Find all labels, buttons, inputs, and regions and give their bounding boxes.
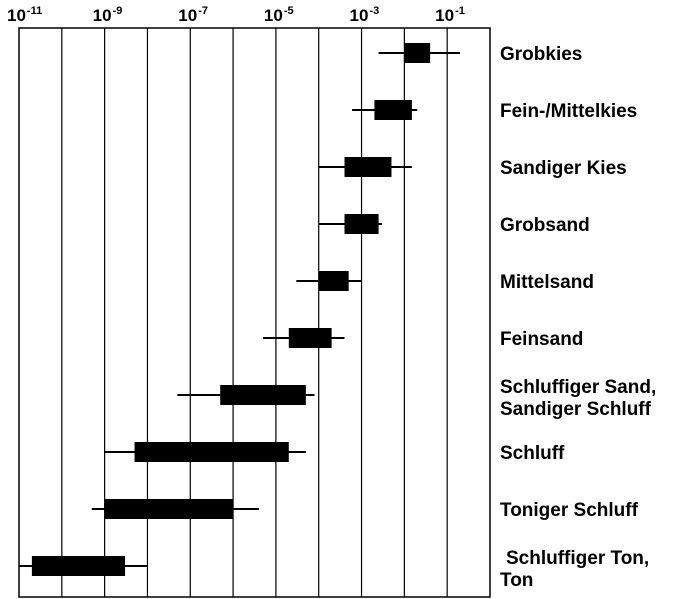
x-tick-exponent: -11 xyxy=(27,5,42,17)
x-tick-exponent: -3 xyxy=(369,5,379,17)
x-tick-label: 10-11 xyxy=(7,5,42,25)
category-label: Schluffiger Ton, xyxy=(506,548,649,569)
range-box xyxy=(134,442,289,462)
x-tick-label: 10-7 xyxy=(178,5,208,25)
x-tick-exponent: -7 xyxy=(198,5,208,17)
grid-lines xyxy=(18,27,491,598)
category-label: Feinsand xyxy=(500,329,583,350)
category-label: Mittelsand xyxy=(500,272,594,293)
x-tick-label: 10-9 xyxy=(93,5,123,25)
x-tick-label: 10-3 xyxy=(350,5,380,25)
category-labels: Grobkies Fein-/Mittelkies Sandiger Kies Gro… xyxy=(500,44,656,591)
range-box xyxy=(220,385,306,405)
category-label: Grobsand xyxy=(500,215,590,236)
x-tick-base: 10 xyxy=(7,6,26,25)
x-tick-exponent: -5 xyxy=(284,5,294,17)
x-tick-base: 10 xyxy=(264,6,283,25)
category-label: Grobkies xyxy=(500,44,582,65)
x-tick-base: 10 xyxy=(350,6,369,25)
range-box xyxy=(31,556,126,576)
category-label: Sandiger Schluff xyxy=(500,399,652,420)
x-axis-tick-labels: 10-11 10-9 10-7 10-5 10-3 10-1 xyxy=(7,5,465,25)
category-label: Schluffiger Sand, xyxy=(500,377,656,398)
category-label: Fein-/Mittelkies xyxy=(500,101,637,122)
range-box xyxy=(318,271,349,291)
x-tick-label: 10-1 xyxy=(435,5,465,25)
range-box xyxy=(288,328,332,348)
category-label: Ton xyxy=(500,570,533,591)
x-tick-label: 10-5 xyxy=(264,5,294,25)
range-bars xyxy=(19,43,461,576)
range-box xyxy=(344,157,392,177)
plot-frame xyxy=(18,27,491,598)
range-box xyxy=(374,100,412,120)
x-tick-exponent: -9 xyxy=(113,5,123,17)
x-tick-base: 10 xyxy=(435,6,454,25)
range-box xyxy=(344,214,379,234)
range-box xyxy=(104,499,234,519)
category-label: Schluff xyxy=(500,443,565,464)
category-label: Sandiger Kies xyxy=(500,158,627,179)
category-label: Toniger Schluff xyxy=(500,500,639,521)
x-tick-exponent: -1 xyxy=(455,5,465,17)
x-tick-base: 10 xyxy=(93,6,112,25)
x-tick-base: 10 xyxy=(178,6,197,25)
range-box xyxy=(404,43,431,63)
